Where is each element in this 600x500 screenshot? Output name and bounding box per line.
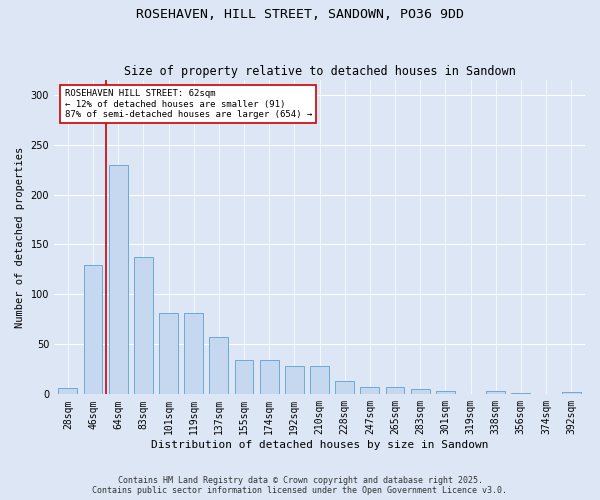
Bar [58, 388, 77, 394]
Text: ROSEHAVEN HILL STREET: 62sqm
← 12% of detached houses are smaller (91)
87% of se: ROSEHAVEN HILL STREET: 62sqm ← 12% of de… [65, 89, 312, 119]
Bar [83, 266, 103, 394]
X-axis label: Distribution of detached houses by size in Sandown: Distribution of detached houses by size … [151, 440, 488, 450]
Bar [159, 314, 178, 394]
Bar [386, 388, 404, 394]
Bar [562, 392, 581, 394]
Text: Contains HM Land Registry data © Crown copyright and database right 2025.
Contai: Contains HM Land Registry data © Crown c… [92, 476, 508, 495]
Bar [310, 366, 329, 394]
Bar [411, 390, 430, 394]
Bar [109, 164, 128, 394]
Bar [134, 258, 153, 394]
Bar [436, 392, 455, 394]
Bar [285, 366, 304, 394]
Text: ROSEHAVEN, HILL STREET, SANDOWN, PO36 9DD: ROSEHAVEN, HILL STREET, SANDOWN, PO36 9D… [136, 8, 464, 20]
Bar [184, 314, 203, 394]
Y-axis label: Number of detached properties: Number of detached properties [15, 146, 25, 328]
Bar [235, 360, 253, 394]
Bar [260, 360, 278, 394]
Bar [361, 388, 379, 394]
Bar [209, 338, 229, 394]
Title: Size of property relative to detached houses in Sandown: Size of property relative to detached ho… [124, 66, 515, 78]
Bar [486, 392, 505, 394]
Bar [335, 382, 354, 394]
